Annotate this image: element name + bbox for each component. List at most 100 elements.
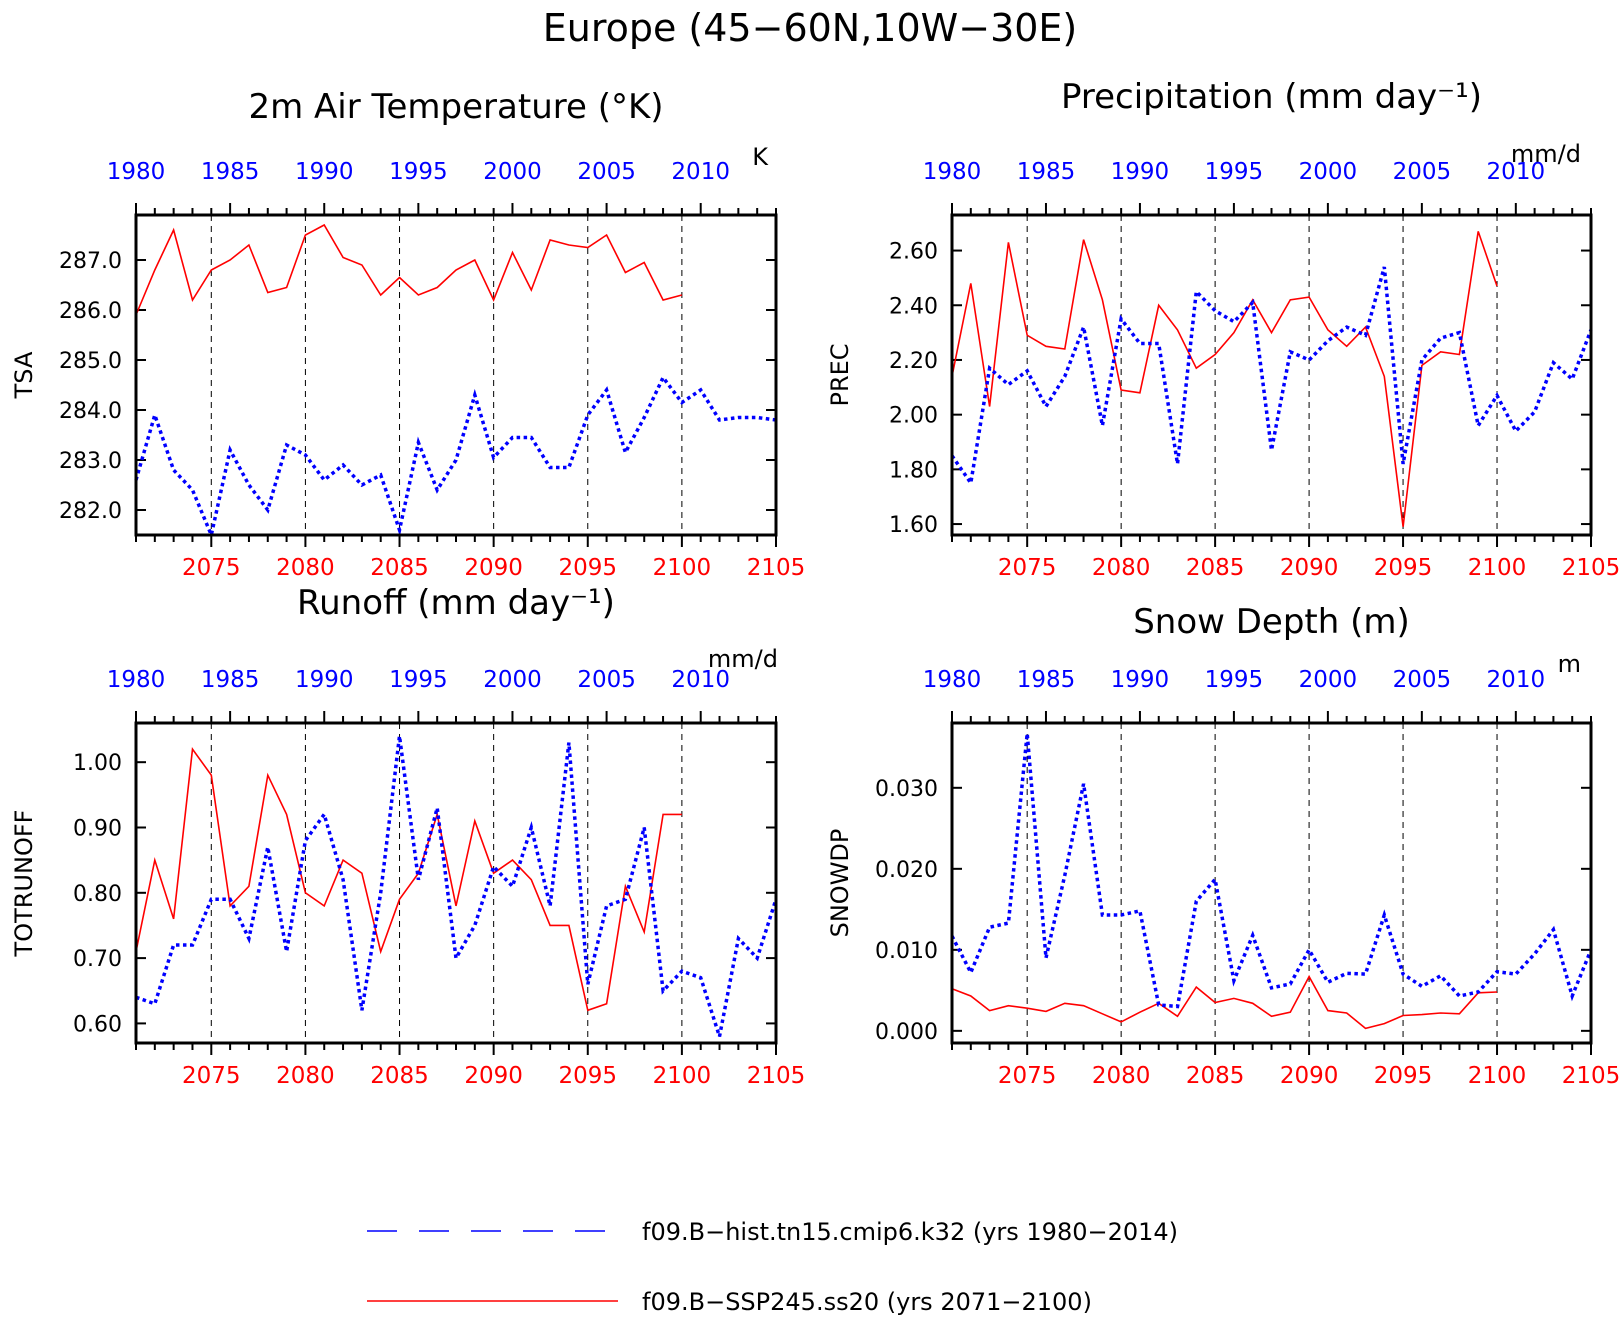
plot-frame <box>134 721 778 1045</box>
x-bottom-tick-label: 2085 <box>370 1063 429 1089</box>
y-axis-label: PREC <box>826 343 854 406</box>
units-label: m <box>1558 650 1581 678</box>
y-tick-label: 1.00 <box>73 751 122 776</box>
y-tick-label: 284.0 <box>59 399 122 424</box>
series-hist-line <box>950 266 1593 488</box>
plot-frame <box>950 213 1593 537</box>
x-top-tick-label: 2005 <box>1393 159 1452 185</box>
x-top-tick-label: 1985 <box>1017 159 1076 185</box>
x-bottom-tick-label: 2085 <box>370 555 429 581</box>
x-bottom-tick-label: 2075 <box>182 555 241 581</box>
x-bottom-tick-label: 2090 <box>464 1063 523 1089</box>
panel-runoff: Runoff (mm day⁻¹) mm/d TOTRUNOFF 0.60 0.70 0.… <box>10 583 805 1089</box>
x-top-tick-label: 1995 <box>1205 159 1264 185</box>
panel-title: Snow Depth (m) <box>1133 602 1410 642</box>
x-top-tick-label: 1980 <box>923 159 982 185</box>
x-bottom-tick-label: 2105 <box>1562 555 1621 581</box>
x-bottom-tick-label: 2090 <box>464 555 523 581</box>
panel-prec: Precipitation (mm day⁻¹) mm/d PREC 1.60 1.80… <box>826 77 1620 581</box>
y-tick-label: 0.60 <box>73 1012 122 1037</box>
panel-title: 2m Air Temperature (°K) <box>248 87 663 127</box>
y-tick-label: 1.60 <box>889 513 938 538</box>
x-top-tick-label: 1995 <box>1205 667 1264 693</box>
x-top-tick-label: 1985 <box>201 159 260 185</box>
x-bottom-tick-label: 2080 <box>1092 555 1151 581</box>
x-bottom-tick-label: 2090 <box>1280 555 1339 581</box>
y-axis-label: SNOWDP <box>826 829 854 938</box>
x-top-tick-label: 1990 <box>1111 159 1170 185</box>
x-top-tick-label: 2000 <box>1299 667 1358 693</box>
y-tick-label: 0.90 <box>73 816 122 841</box>
y-tick-label: 287.0 <box>59 249 122 274</box>
x-bottom-tick-label: 2080 <box>276 1063 335 1089</box>
y-tick-label: 0.010 <box>875 939 938 964</box>
x-top-tick-label: 1980 <box>107 159 166 185</box>
series-hist-line <box>134 374 777 541</box>
x-top-tick-label: 2010 <box>671 667 730 693</box>
y-axis-label: TSA <box>10 351 38 399</box>
x-top-tick-label: 1980 <box>107 667 166 693</box>
panel-title: Runoff (mm day⁻¹) <box>297 583 615 623</box>
legend-ssp-label: f09.B−SSP245.ss20 (yrs 2071−2100) <box>642 1288 1092 1316</box>
y-tick-label: 0.80 <box>73 882 122 907</box>
x-top-tick-label: 1990 <box>295 159 354 185</box>
series-ssp-line <box>135 223 683 316</box>
x-bottom-tick-label: 2100 <box>1468 555 1527 581</box>
x-bottom-tick-label: 2105 <box>1562 1063 1621 1089</box>
y-tick-label: 286.0 <box>59 299 122 324</box>
x-bottom-tick-label: 2095 <box>558 1063 617 1089</box>
panel-tsa: 2m Air Temperature (°K) K TSA 282.0 283.0 284… <box>10 87 805 581</box>
x-top-tick-label: 2005 <box>577 667 636 693</box>
y-tick-label: 0.030 <box>875 777 938 802</box>
series-hist-line <box>135 735 778 1038</box>
x-bottom-tick-label: 2100 <box>653 555 712 581</box>
x-top-tick-label: 2010 <box>671 159 730 185</box>
y-tick-label: 0.000 <box>875 1020 938 1045</box>
x-bottom-tick-label: 2090 <box>1280 1063 1339 1089</box>
units-label: mm/d <box>1511 140 1581 168</box>
panel-title: Precipitation (mm day⁻¹) <box>1061 77 1482 117</box>
y-tick-label: 1.80 <box>889 458 938 483</box>
x-top-tick-label: 1985 <box>201 667 260 693</box>
x-top-tick-label: 2000 <box>483 667 542 693</box>
plot-frame <box>950 721 1593 1045</box>
x-top-tick-label: 2000 <box>483 159 542 185</box>
x-bottom-tick-label: 2075 <box>998 1063 1057 1089</box>
panel-snowdp: Snow Depth (m) m SNOWDP 0.000 0.010 0.020 0.03… <box>826 602 1620 1089</box>
x-bottom-tick-label: 2105 <box>747 1063 806 1089</box>
x-bottom-tick-label: 2075 <box>182 1063 241 1089</box>
x-bottom-tick-label: 2080 <box>276 555 335 581</box>
x-bottom-tick-label: 2085 <box>1186 555 1245 581</box>
x-bottom-tick-label: 2075 <box>998 555 1057 581</box>
x-bottom-tick-label: 2095 <box>558 555 617 581</box>
y-tick-label: 0.020 <box>875 858 938 883</box>
x-top-tick-label: 2005 <box>577 159 636 185</box>
y-tick-label: 2.40 <box>889 294 938 319</box>
x-top-tick-label: 1990 <box>295 667 354 693</box>
x-top-tick-label: 2000 <box>1299 159 1358 185</box>
x-bottom-tick-label: 2100 <box>1468 1063 1527 1089</box>
main-title: Europe (45−60N,10W−30E) <box>543 6 1078 50</box>
y-tick-label: 285.0 <box>59 349 122 374</box>
series-ssp-line <box>135 746 682 1012</box>
x-bottom-tick-label: 2085 <box>1186 1063 1245 1089</box>
x-bottom-tick-label: 2080 <box>1092 1063 1151 1089</box>
y-tick-label: 0.70 <box>73 947 122 972</box>
series-hist-line <box>950 733 1593 1009</box>
x-top-tick-label: 1990 <box>1111 667 1170 693</box>
series-ssp-line <box>951 974 1498 1030</box>
x-bottom-tick-label: 2105 <box>747 555 806 581</box>
series-ssp-line <box>951 231 1498 527</box>
y-tick-label: 282.0 <box>59 499 122 524</box>
y-tick-label: 2.20 <box>889 349 938 374</box>
y-axis-label: TOTRUNOFF <box>10 810 38 958</box>
x-top-tick-label: 2010 <box>1487 159 1546 185</box>
x-top-tick-label: 2010 <box>1487 667 1546 693</box>
legend: f09.B−hist.tn15.cmip6.k32 (yrs 1980−2014… <box>367 1218 1178 1316</box>
y-tick-label: 2.00 <box>889 404 938 429</box>
y-tick-label: 283.0 <box>59 449 122 474</box>
x-top-tick-label: 1980 <box>923 667 982 693</box>
plot-frame <box>134 213 778 537</box>
